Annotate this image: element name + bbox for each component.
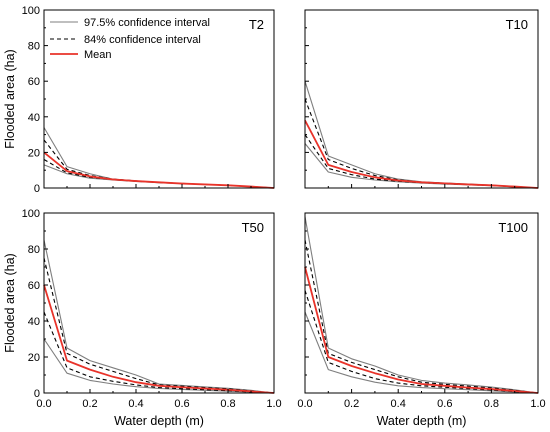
y-tick-label: 40 bbox=[28, 316, 40, 328]
series-line-mean bbox=[304, 119, 539, 189]
x-tick-label: 0.8 bbox=[220, 398, 235, 410]
y-tick-label: 20 bbox=[28, 147, 40, 159]
series-line-ci97 bbox=[43, 239, 275, 394]
y-tick-label: 0 bbox=[34, 388, 40, 400]
panel-label: T2 bbox=[249, 17, 264, 32]
series-line-ci84 bbox=[43, 257, 275, 394]
y-tick-label: 60 bbox=[28, 76, 40, 88]
y-tick-label: 20 bbox=[28, 352, 40, 364]
y-tick-label: 80 bbox=[28, 41, 40, 53]
series-line-ci84 bbox=[43, 139, 275, 189]
series-line-ci97 bbox=[304, 311, 539, 394]
y-axis-title: Flooded area (ha) bbox=[3, 49, 17, 148]
legend-label: 97.5% confidence interval bbox=[84, 17, 210, 29]
x-tick-label: 0.2 bbox=[344, 398, 359, 410]
x-tick-label: 0.4 bbox=[128, 398, 143, 410]
x-tick-label: 0.0 bbox=[36, 398, 51, 410]
legend-label: 84% confidence interval bbox=[84, 34, 201, 46]
x-tick-label: 0.2 bbox=[82, 398, 97, 410]
series-line-ci84 bbox=[304, 290, 539, 394]
panel-label: T100 bbox=[498, 220, 528, 235]
series-line-ci84 bbox=[304, 239, 539, 394]
plot-frame bbox=[304, 9, 539, 189]
x-axis-title: Water depth (m) bbox=[377, 414, 467, 428]
x-tick-label: 0.6 bbox=[437, 398, 452, 410]
y-axis-title: Flooded area (ha) bbox=[3, 253, 17, 352]
series-line-ci84 bbox=[43, 311, 275, 394]
y-tick-label: 100 bbox=[22, 5, 40, 17]
series-line-ci97 bbox=[43, 127, 275, 189]
series-line-ci84 bbox=[304, 134, 539, 189]
panel-t10: T10 bbox=[304, 9, 539, 189]
x-tick-label: 0.4 bbox=[391, 398, 406, 410]
legend-label: Mean bbox=[84, 49, 112, 61]
series-line-ci97 bbox=[43, 164, 275, 189]
y-tick-label: 40 bbox=[28, 112, 40, 124]
series-line-ci97 bbox=[304, 216, 539, 394]
y-tick-label: 80 bbox=[28, 244, 40, 256]
panel-t100: 0.0 0.2 0.4 0.6 0.8 1.0 T100 Water depth (m) bbox=[297, 212, 546, 428]
panel-t50: 0.0 0.2 0.4 0.6 0.8 1.0 0 20 40 60 80 100 T50 Flooded… bbox=[3, 208, 282, 428]
x-tick-label: 0.6 bbox=[174, 398, 189, 410]
y-tick-label: 0 bbox=[34, 183, 40, 195]
series-line-ci97 bbox=[304, 81, 539, 189]
x-axis-title: Water depth (m) bbox=[114, 414, 204, 428]
panel-label: T50 bbox=[242, 220, 264, 235]
x-tick-label: 0.0 bbox=[297, 398, 312, 410]
x-tick-label: 1.0 bbox=[266, 398, 281, 410]
x-tick-label: 0.8 bbox=[484, 398, 499, 410]
panel-t2: 0 20 40 60 80 100 T2 Flooded area (ha) 97.5% con… bbox=[3, 5, 275, 195]
series-line-mean bbox=[304, 266, 539, 394]
panel-label: T10 bbox=[506, 17, 528, 32]
plot-frame bbox=[304, 212, 539, 394]
legend: 97.5% confidence interval 84% confidence … bbox=[50, 17, 210, 61]
series-line-mean bbox=[43, 284, 275, 394]
y-tick-label: 100 bbox=[22, 208, 40, 220]
series-line-mean bbox=[43, 151, 275, 189]
y-tick-label: 60 bbox=[28, 280, 40, 292]
x-tick-label: 1.0 bbox=[530, 398, 545, 410]
